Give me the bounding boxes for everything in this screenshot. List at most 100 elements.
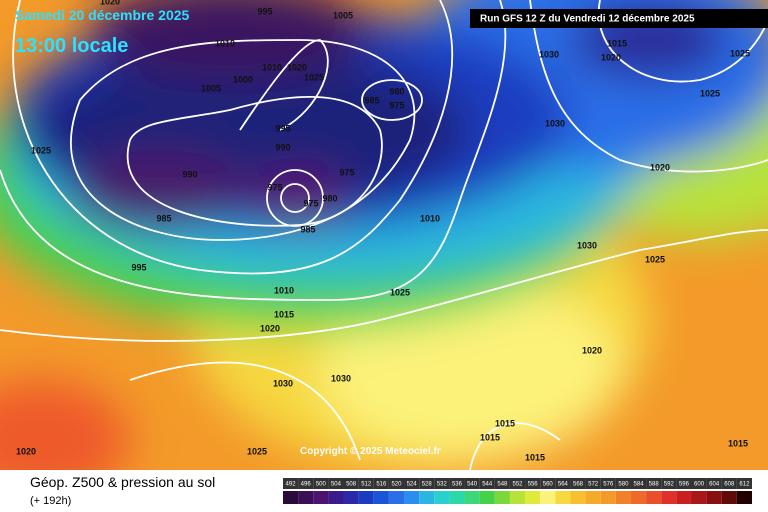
legend-label: 592 bbox=[664, 482, 675, 488]
legend-label: 576 bbox=[603, 482, 614, 488]
isobar-label: 1020 bbox=[582, 345, 602, 355]
isobar-label: 1005 bbox=[333, 10, 353, 20]
legend-label-bg bbox=[373, 478, 389, 489]
isobar-label: 1015 bbox=[274, 309, 294, 319]
legend-label: 516 bbox=[376, 482, 387, 488]
time: 13:00 locale bbox=[15, 35, 128, 57]
isobar-label: 1030 bbox=[273, 378, 293, 388]
legend-swatch bbox=[388, 491, 405, 504]
legend-label: 600 bbox=[694, 482, 705, 488]
isobar-label: 1015 bbox=[495, 418, 515, 428]
isobar-label: 1020 bbox=[16, 446, 36, 456]
legend-label-bg bbox=[404, 478, 420, 489]
isobar-label: 975 bbox=[303, 198, 318, 208]
isobar-label: 1020 bbox=[601, 52, 621, 62]
run-text: Run GFS 12 Z du Vendredi 12 décembre 202… bbox=[480, 14, 695, 25]
legend-swatch bbox=[373, 491, 389, 504]
isobar-label: 1030 bbox=[545, 118, 565, 128]
legend-label-bg bbox=[494, 478, 510, 489]
legend-label-bg bbox=[555, 478, 571, 489]
legend-swatch bbox=[676, 491, 692, 504]
legend: 492 496 500 504 508 512 516 520 524 528 532 536 540 5… bbox=[283, 478, 752, 504]
isobar-label: 1015 bbox=[480, 432, 500, 442]
isobar-label: 1020 bbox=[100, 0, 120, 6]
isobar-label: 995 bbox=[257, 6, 272, 16]
legend-label: 612 bbox=[739, 482, 750, 488]
isobar-label: 995 bbox=[275, 123, 290, 133]
legend-swatch bbox=[736, 491, 752, 504]
legend-label-bg bbox=[706, 478, 722, 489]
legend-swatch bbox=[600, 491, 616, 504]
isobar-label: 985 bbox=[300, 224, 315, 234]
legend-label: 496 bbox=[301, 482, 312, 488]
legend-swatch bbox=[721, 491, 737, 504]
legend-label: 564 bbox=[558, 482, 569, 488]
legend-label-bg bbox=[736, 478, 752, 489]
legend-label-bg bbox=[419, 478, 435, 489]
isobar-label: 1025 bbox=[31, 145, 51, 155]
isobar-label: 980 bbox=[322, 193, 337, 203]
legend-label-bg bbox=[661, 478, 677, 489]
legend-label-bg bbox=[585, 478, 601, 489]
legend-label: 568 bbox=[573, 482, 584, 488]
isobar-label: 1030 bbox=[539, 49, 559, 59]
legend-label: 504 bbox=[331, 482, 342, 488]
legend-swatch bbox=[525, 491, 541, 504]
legend-label: 596 bbox=[679, 482, 690, 488]
legend-swatch bbox=[419, 491, 435, 504]
legend-label: 548 bbox=[497, 482, 508, 488]
isobar-label: 1010 bbox=[215, 38, 235, 48]
legend-label-bg bbox=[600, 478, 616, 489]
isobar-label: 985 bbox=[364, 95, 379, 105]
legend-swatch bbox=[661, 491, 677, 504]
footer-title: Géop. Z500 & pression au sol bbox=[30, 474, 215, 490]
legend-swatch bbox=[449, 491, 465, 504]
legend-swatch bbox=[615, 491, 631, 504]
isobar-label: 1025 bbox=[247, 446, 267, 456]
legend-swatch bbox=[494, 491, 510, 504]
legend-label-bg bbox=[479, 478, 495, 489]
legend-swatch bbox=[479, 491, 495, 504]
isobar-label: 1020 bbox=[287, 62, 307, 72]
legend-label: 512 bbox=[361, 482, 372, 488]
isobar-label: 1030 bbox=[577, 240, 597, 250]
run-box bbox=[470, 9, 768, 28]
isobar-label: 1025 bbox=[730, 48, 750, 58]
legend-swatch bbox=[343, 491, 359, 504]
legend-label-bg bbox=[388, 478, 405, 489]
legend-label: 508 bbox=[346, 482, 357, 488]
legend-label-bg bbox=[525, 478, 541, 489]
legend-label-bg bbox=[328, 478, 344, 489]
isobar-label: 1015 bbox=[525, 452, 545, 462]
isobar-label: 1005 bbox=[201, 83, 221, 93]
isobars bbox=[0, 0, 768, 470]
isobar-label: 1015 bbox=[728, 438, 748, 448]
legend-swatch bbox=[691, 491, 707, 504]
isobar-label: 975 bbox=[267, 182, 282, 192]
legend-swatch bbox=[540, 491, 556, 504]
legend-swatch bbox=[706, 491, 722, 504]
isobar-label: 990 bbox=[182, 169, 197, 179]
legend-label-bg bbox=[434, 478, 450, 489]
legend-label: 584 bbox=[634, 482, 645, 488]
legend-label: 560 bbox=[543, 482, 554, 488]
legend-swatch bbox=[555, 491, 571, 504]
legend-label-bg bbox=[721, 478, 737, 489]
isobar-label: 1025 bbox=[390, 287, 410, 297]
date: Samedi 20 décembre 2025 bbox=[15, 7, 190, 23]
isobar-label: 980 bbox=[389, 86, 404, 96]
isobar-label: 1025 bbox=[700, 88, 720, 98]
field bbox=[0, 0, 768, 470]
legend-swatch bbox=[298, 491, 314, 504]
legend-label: 552 bbox=[512, 482, 523, 488]
isobar-label: 1025 bbox=[645, 254, 665, 264]
legend-label-bg bbox=[313, 478, 329, 489]
legend-label: 572 bbox=[588, 482, 599, 488]
isobar-label: 975 bbox=[339, 167, 354, 177]
legend-label-bg bbox=[630, 478, 647, 489]
legend-label-bg bbox=[509, 478, 526, 489]
legend-label-bg bbox=[615, 478, 631, 489]
legend-label-bg bbox=[676, 478, 692, 489]
isobar-label: 990 bbox=[275, 142, 290, 152]
